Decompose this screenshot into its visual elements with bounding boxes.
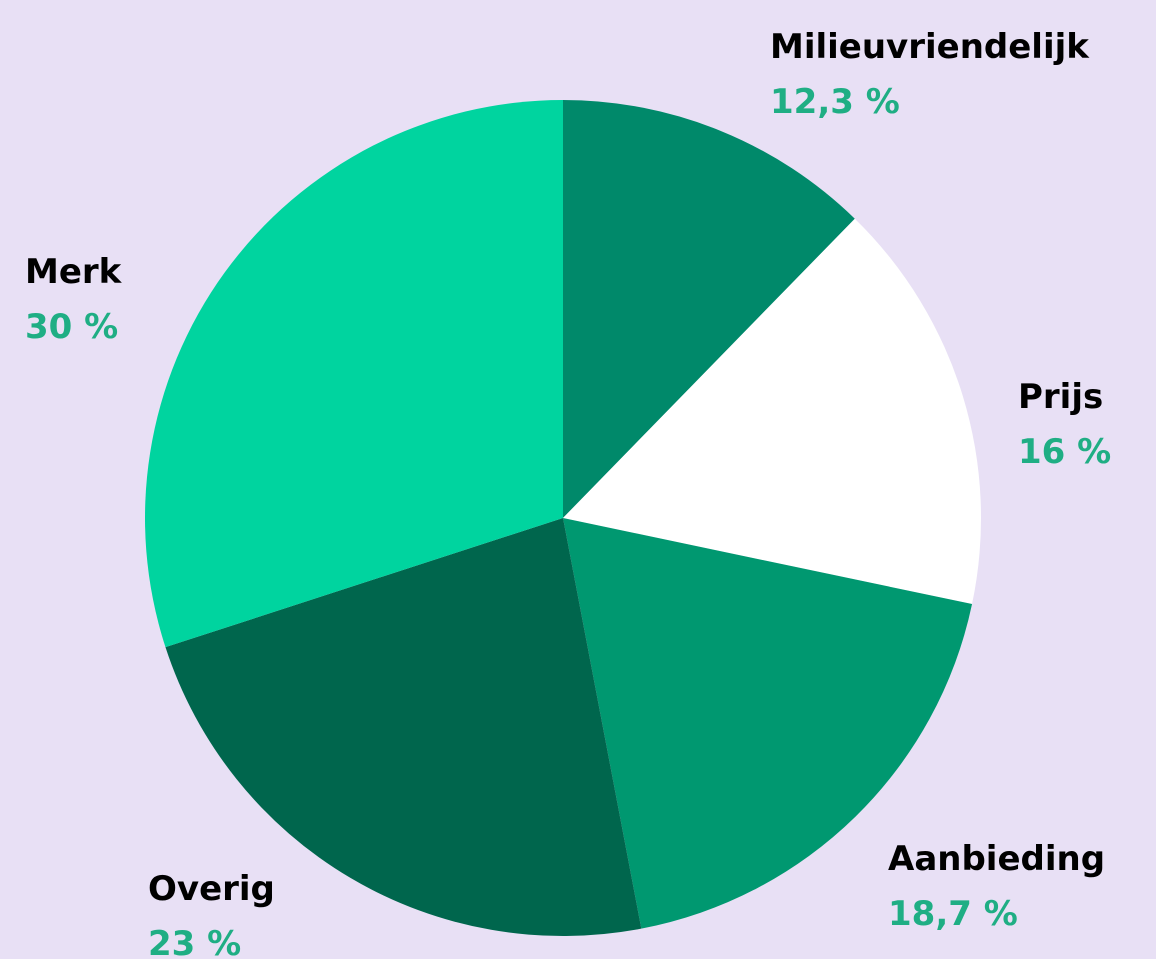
slice-label: Aanbieding [888, 839, 1105, 879]
pie-slice [144, 100, 564, 648]
pie-slice [563, 100, 855, 518]
slice-value-label: 23 % [148, 924, 241, 959]
pie-slice [563, 218, 981, 605]
pie-slice [165, 518, 642, 937]
pie-slice [563, 518, 973, 929]
slice-value-label: 12,3 % [770, 82, 900, 122]
slice-label: Prijs [1018, 377, 1103, 417]
slice-value-label: 18,7 % [888, 894, 1018, 934]
slice-value-label: 30 % [25, 307, 118, 347]
slice-label: Overig [148, 869, 275, 909]
slice-value-label: 16 % [1018, 432, 1111, 472]
slice-label: Milieuvriendelijk [770, 27, 1090, 67]
slice-label: Merk [25, 252, 123, 292]
